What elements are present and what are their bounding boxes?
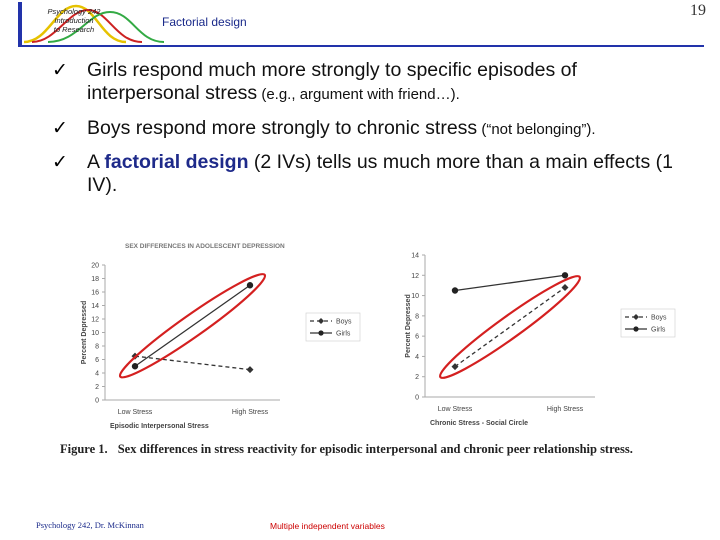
chart-1-legend-label: Boys — [336, 319, 352, 326]
chart-1-title: SEX DIFFERENCES IN ADOLESCENT DEPRESSION — [125, 243, 285, 250]
chart-2-legend-label: Boys — [651, 315, 667, 322]
chart-2-boys-point — [451, 363, 459, 371]
chart-1-y-tick-label: 0 — [95, 398, 99, 405]
logo-line-3: to Research — [53, 25, 95, 34]
chart-2-y-tick-label: 10 — [411, 293, 419, 300]
chart-1-x-label: Episodic Interpersonal Stress — [110, 423, 209, 430]
chart-1-y-tick-label: 14 — [91, 303, 99, 310]
chart-1-y-tick-label: 8 — [95, 344, 99, 351]
chart-1-girls-point — [131, 363, 139, 370]
chart-1-y-label: Percent Depressed — [81, 301, 88, 364]
checkmark-icon: ✓ — [52, 60, 68, 81]
chart-1-y-tick-label: 12 — [91, 317, 99, 324]
figure-charts: SEX DIFFERENCES IN ADOLESCENT DEPRESSION… — [81, 243, 676, 430]
caption-text: Sex differences in stress reactivity for… — [117, 442, 633, 456]
chart-1-y-tick-label: 18 — [91, 276, 99, 283]
chart-2-x-tick-label: Low Stress — [438, 406, 473, 413]
chart-2-girls-point — [451, 287, 459, 294]
chart-1-girls-point — [246, 282, 254, 289]
bullet-3-post: (2 IVs) tells us much more than a main e… — [87, 151, 673, 196]
bullet-2: ✓ Boys respond more strongly to chronic … — [52, 117, 692, 141]
chart-1-boys-line — [134, 355, 251, 371]
chart-2-legend-marker — [633, 314, 639, 320]
chart-2-x-tick-label: High Stress — [547, 406, 584, 413]
chart-1-legend-label: Girls — [336, 331, 351, 338]
chart-1-y-tick-label: 4 — [95, 371, 99, 378]
header-divider — [18, 45, 704, 47]
chart-1-highlight-ellipse — [118, 272, 267, 379]
chart-2-y-tick-label: 12 — [411, 273, 419, 280]
footer-topic: Multiple independent variables — [270, 521, 385, 531]
chart-2-legend-box — [620, 308, 676, 338]
chart-2-y-tick-label: 14 — [411, 253, 419, 260]
slide-number: 19 — [690, 2, 706, 19]
chart-2-legend-label: Girls — [651, 327, 666, 334]
bullet-1-text: Girls respond much more strongly to spec… — [87, 59, 577, 104]
chart-2-boys-line — [454, 286, 566, 368]
chart-2-y-tick-label: 8 — [415, 313, 419, 320]
caption-label: Figure 1. — [60, 442, 108, 456]
checkmark-icon: ✓ — [52, 118, 68, 139]
chart-2-y-tick-label: 0 — [415, 395, 419, 402]
chart-1-boys-point — [246, 366, 254, 374]
chart-2-boys-point — [561, 283, 569, 291]
chart-1-y-tick-label: 6 — [95, 357, 99, 364]
chart-1-legend-marker — [318, 318, 324, 324]
chart-2-y-tick-label: 4 — [415, 354, 419, 361]
chart-1-legend-marker — [318, 330, 324, 336]
bullet-3-pre: A — [87, 151, 105, 173]
chart-2-x-label: Chronic Stress - Social Circle — [430, 420, 528, 427]
chart-1-x-tick-label: High Stress — [232, 409, 269, 416]
chart-1-y-tick-label: 20 — [91, 263, 99, 270]
chart-2-y-tick-label: 2 — [415, 374, 419, 381]
slide-header-title: Factorial design — [162, 15, 247, 29]
chart-2-legend-marker — [633, 326, 639, 332]
checkmark-icon: ✓ — [52, 152, 68, 173]
bullet-1-example: (e.g., argument with friend…). — [257, 86, 460, 103]
bullet-2-example: (“not belonging”). — [477, 121, 596, 138]
bullet-3: ✓ A factorial design (2 IVs) tells us mu… — [52, 151, 692, 197]
chart-1-girls-line — [134, 284, 251, 367]
chart-2-highlight-ellipse — [438, 275, 582, 379]
logo-line-1: Psychology 242 — [47, 7, 101, 16]
bullet-2-text: Boys respond more strongly to chronic st… — [87, 117, 478, 139]
chart-1-y-tick-label: 10 — [91, 330, 99, 337]
chart-2-y-label: Percent Depressed — [405, 294, 412, 357]
chart-1-y-tick-label: 2 — [95, 384, 99, 391]
logo-line-2: Introduction — [54, 16, 94, 25]
footer-course: Psychology 242, Dr. McKinnan — [36, 520, 144, 530]
factorial-design-term: factorial design — [104, 151, 249, 173]
course-logo — [18, 2, 166, 46]
chart-2-girls-point — [561, 272, 569, 279]
chart-2-girls-line — [454, 274, 566, 292]
bullet-1: ✓ Girls respond much more strongly to sp… — [52, 59, 692, 106]
chart-2-y-tick-label: 6 — [415, 334, 419, 341]
chart-1-x-tick-label: Low Stress — [118, 409, 153, 416]
chart-1-legend-box — [305, 312, 361, 342]
figure-caption: Figure 1. Sex differences in stress react… — [60, 442, 633, 457]
chart-1-y-tick-label: 16 — [91, 290, 99, 297]
